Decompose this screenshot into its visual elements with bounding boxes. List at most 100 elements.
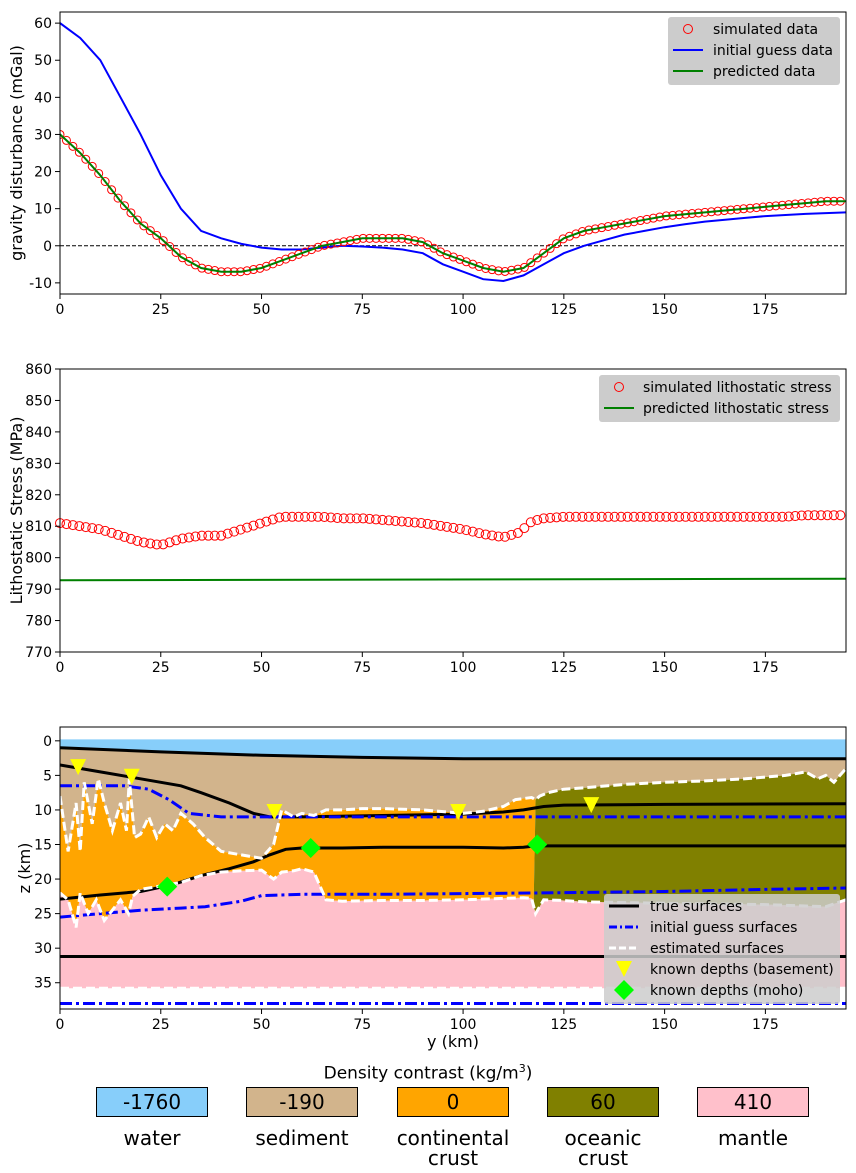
simulated-stress-point	[667, 511, 678, 522]
simulated-stress-point	[603, 511, 614, 522]
estimated-surface-estimated-basement	[60, 767, 846, 860]
y-tick-label: 790	[25, 582, 52, 598]
x-tick-label: 75	[353, 660, 371, 676]
simulated-stress-point	[441, 521, 452, 532]
panel-3-plot	[60, 739, 846, 1005]
x-tick-label: 150	[651, 1017, 678, 1033]
y-tick-label: 20	[34, 872, 52, 888]
y-tick-label: 840	[25, 425, 52, 441]
simulated-stress-point	[545, 512, 556, 523]
known-basement-marker	[583, 797, 600, 814]
simulated-stress-point	[809, 510, 820, 521]
simulated-stress-point	[267, 514, 278, 525]
simulated-stress-point	[235, 524, 246, 535]
y-tick-label: 860	[25, 362, 52, 378]
simulated-stress-point	[158, 539, 169, 550]
legend-simulated-marker	[614, 382, 624, 392]
legend-label: initial guess surfaces	[650, 920, 797, 936]
simulated-stress-point	[300, 511, 311, 522]
continental-crust-swatch: 0	[397, 1087, 509, 1117]
simulated-stress-point	[171, 535, 182, 546]
sediment-density-value: -190	[279, 1090, 325, 1114]
x-tick-label: 100	[450, 302, 477, 318]
simulated-stress-point	[248, 520, 259, 531]
simulated-stress-point	[106, 527, 117, 538]
known-basement-marker	[123, 768, 140, 785]
x-tick-label: 150	[651, 302, 678, 318]
simulated-data-point	[571, 229, 581, 239]
x-tick-label: 50	[253, 660, 271, 676]
simulated-stress-point	[641, 511, 652, 522]
y-tick-label: 810	[25, 519, 52, 535]
simulated-data-point	[61, 135, 71, 145]
simulated-stress-point	[100, 525, 111, 536]
y-tick-label: 60	[34, 16, 52, 32]
simulated-stress-point	[416, 517, 427, 528]
simulated-stress-point	[132, 535, 143, 546]
simulated-stress-point	[113, 529, 124, 540]
y-axis-label: Lithostatic Stress (MPa)	[7, 417, 26, 605]
legend-simulated-label: simulated data	[713, 22, 818, 38]
simulated-data-point	[145, 226, 155, 236]
initial-surface-initial-basement	[60, 784, 846, 819]
simulated-stress-point	[828, 510, 839, 521]
simulated-data-point	[287, 252, 297, 262]
simulated-stress-point	[661, 511, 672, 522]
simulated-stress-point	[145, 538, 156, 549]
simulated-stress-point	[209, 530, 220, 541]
simulated-data-point	[132, 215, 142, 225]
oceanic-crust-layer	[60, 768, 846, 928]
simulated-stress-point	[622, 511, 633, 522]
simulated-stress-point	[448, 522, 459, 533]
simulated-data-point	[139, 221, 149, 231]
simulated-data-point	[539, 248, 549, 258]
simulated-stress-point	[280, 511, 291, 522]
known-basement-marker	[266, 804, 283, 821]
y-tick-label: 850	[25, 393, 52, 409]
simulated-stress-point	[680, 511, 691, 522]
simulated-stress-point	[254, 518, 265, 529]
legend-label: known depths (moho)	[650, 983, 803, 999]
simulated-data-point	[268, 259, 278, 269]
y-axis-label: gravity disturbance (mGal)	[7, 45, 26, 261]
density-legend-title: Density contrast (kg/m3)	[0, 1062, 856, 1084]
y-tick-label: 30	[34, 127, 52, 143]
simulated-stress-point	[216, 530, 227, 541]
simulated-data-point	[564, 231, 574, 241]
simulated-stress-point	[164, 537, 175, 548]
panel-2-legend: simulated lithostatic stress predicted li…	[599, 375, 840, 422]
simulated-data-point	[74, 147, 84, 157]
simulated-stress-point	[616, 511, 627, 522]
y-tick-label: 0	[43, 734, 52, 750]
simulated-stress-point	[93, 524, 104, 535]
simulated-stress-point	[499, 531, 510, 542]
continental-crust-label-line2: crust	[427, 1146, 479, 1170]
density-title-suffix: )	[525, 1063, 533, 1084]
x-tick-label: 25	[152, 660, 170, 676]
simulated-stress-point	[719, 511, 730, 522]
known-moho-marker	[157, 876, 178, 897]
mantle-swatch: 410	[697, 1087, 809, 1117]
simulated-stress-point	[590, 511, 601, 522]
legend-predicted-label: predicted data	[713, 64, 815, 80]
simulated-data-point	[455, 254, 465, 264]
x-tick-label: 50	[253, 1017, 271, 1033]
simulated-stress-point	[699, 511, 710, 522]
simulated-stress-point	[390, 515, 401, 526]
continental-crust-label: continental crust	[373, 1128, 533, 1168]
simulated-stress-point	[835, 510, 846, 521]
known-moho-marker	[527, 834, 548, 855]
panel-3-legend: true surfaces initial guess surfaces estim…	[604, 894, 840, 1004]
y-tick-label: 35	[34, 976, 52, 992]
x-tick-label: 25	[152, 1017, 170, 1033]
simulated-stress-point	[119, 531, 130, 542]
simulated-stress-point	[409, 517, 420, 528]
simulated-stress-point	[538, 513, 549, 524]
y-tick-label: 5	[43, 768, 52, 784]
legend-basement-marker	[616, 961, 632, 977]
known-moho-marker	[300, 837, 321, 858]
x-tick-label: 50	[253, 302, 271, 318]
x-axis-label: y (km)	[427, 1032, 479, 1051]
initial-guess-line	[60, 22, 846, 283]
oceanic-crust-label: oceanic crust	[523, 1128, 683, 1168]
